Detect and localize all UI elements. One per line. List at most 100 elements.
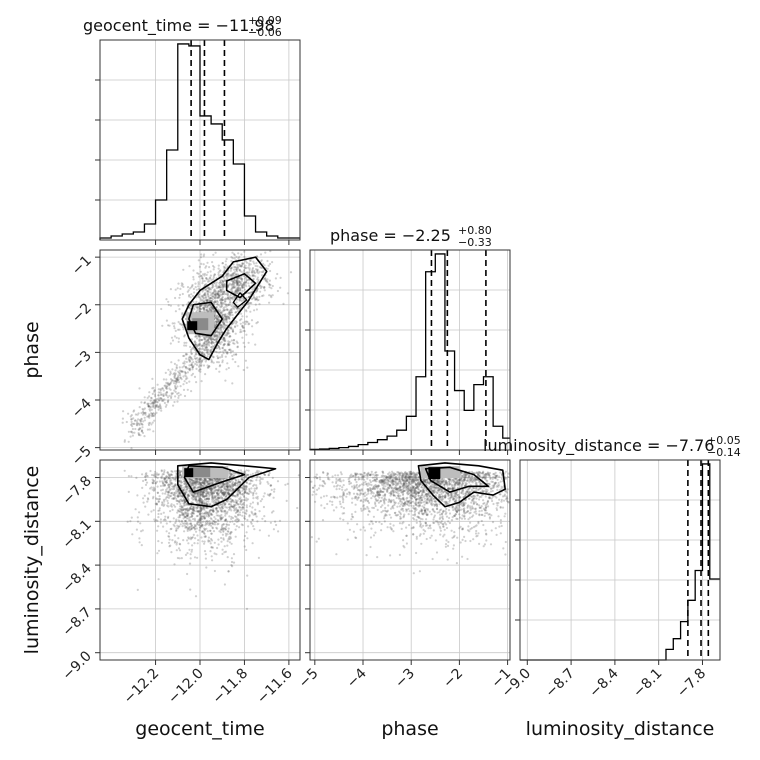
sample-point — [244, 309, 248, 312]
sample-point — [207, 295, 210, 298]
sample-point — [233, 505, 236, 508]
sample-point — [195, 510, 198, 513]
sample-point — [144, 475, 147, 478]
sample-point — [230, 311, 233, 314]
sample-point — [227, 316, 231, 320]
sample-point — [221, 491, 224, 494]
sample-point — [184, 508, 187, 511]
sample-point — [226, 491, 229, 494]
sample-point — [255, 288, 259, 292]
sample-point — [142, 412, 146, 415]
sample-point — [196, 514, 199, 518]
sample-point — [150, 397, 153, 400]
sample-point — [160, 407, 163, 410]
sample-point — [223, 309, 227, 312]
sample-point — [188, 529, 192, 532]
sample-point — [190, 357, 193, 360]
sample-point — [231, 482, 234, 485]
sample-point — [144, 413, 147, 416]
sample-point — [220, 510, 223, 513]
sample-point — [208, 509, 211, 512]
sample-point — [245, 271, 248, 274]
sample-point — [217, 478, 220, 481]
panel-frame — [309, 249, 511, 451]
sample-point — [168, 488, 171, 491]
sample-point — [238, 283, 241, 287]
sample-point — [191, 536, 194, 539]
sample-point — [155, 519, 158, 522]
sample-point — [176, 379, 179, 382]
sample-point — [197, 359, 200, 362]
sample-point — [125, 420, 128, 424]
sample-point — [228, 348, 231, 351]
sample-point — [144, 412, 147, 415]
sample-point — [212, 355, 215, 358]
sample-point — [206, 511, 209, 514]
sample-point — [184, 365, 187, 369]
sample-point — [168, 479, 172, 482]
sample-point — [240, 285, 244, 288]
sample-point — [188, 265, 191, 268]
sample-point — [162, 394, 165, 397]
sample-point — [167, 399, 170, 402]
sample-point — [178, 293, 182, 296]
sample-point — [229, 293, 232, 297]
sample-point — [200, 338, 204, 341]
sample-point — [157, 397, 160, 400]
sample-point — [276, 480, 280, 483]
sample-point — [131, 431, 134, 434]
sample-point — [178, 473, 181, 476]
sample-point — [153, 472, 156, 475]
sample-point — [153, 389, 156, 392]
sample-point — [167, 496, 170, 499]
panel-phase-vs-luminosity-distance: −5 −4 −3 −2 −1 — [296, 459, 514, 691]
sample-point — [195, 353, 198, 356]
sample-point — [231, 329, 234, 332]
sample-point — [203, 514, 206, 518]
sample-point — [210, 524, 213, 527]
sample-point — [204, 292, 207, 295]
sample-point — [223, 348, 226, 352]
sample-point — [198, 486, 201, 489]
sample-point — [218, 328, 221, 331]
sample-point — [214, 317, 217, 320]
sample-point — [183, 365, 186, 368]
sample-point — [202, 306, 205, 309]
sample-point — [193, 340, 196, 343]
y-tick-label: −3 — [69, 348, 95, 374]
sample-point — [136, 516, 139, 519]
sample-point — [160, 489, 163, 492]
sample-point — [166, 396, 170, 399]
x-tick-label: −12.2 — [121, 666, 163, 708]
sample-point — [272, 496, 275, 499]
sample-point — [174, 384, 177, 387]
sample-point — [181, 525, 184, 528]
sample-point — [210, 342, 213, 345]
sample-point — [198, 521, 201, 524]
sample-point — [260, 259, 263, 262]
sample-point — [218, 325, 221, 328]
contour-inner — [188, 301, 224, 337]
sample-point — [241, 326, 245, 329]
sample-point — [206, 480, 209, 483]
sample-point — [228, 538, 231, 541]
sample-point — [198, 499, 201, 503]
sample-point — [229, 311, 232, 314]
sample-point — [206, 513, 210, 516]
sample-point — [162, 525, 165, 528]
sample-point — [146, 402, 149, 405]
sample-point — [176, 381, 179, 384]
sample-point — [221, 313, 224, 317]
sample-point — [238, 308, 241, 311]
sample-point — [232, 272, 235, 275]
sample-point — [213, 486, 217, 489]
sample-point — [233, 271, 236, 275]
sample-point — [168, 394, 171, 397]
sample-point — [254, 275, 257, 278]
sample-point — [256, 278, 259, 281]
sample-point — [223, 340, 226, 343]
sample-point — [214, 301, 217, 304]
sample-point — [208, 337, 211, 340]
sample-point — [221, 286, 224, 289]
sample-point — [165, 385, 168, 389]
